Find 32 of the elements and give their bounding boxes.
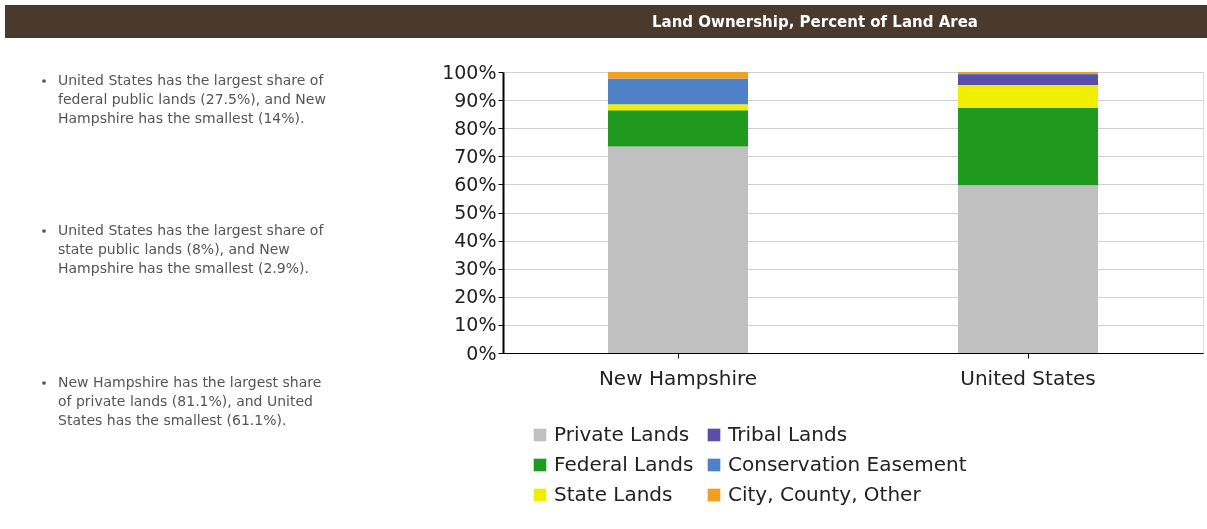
y-tick-label: 20% bbox=[454, 285, 497, 308]
y-tick-label: 10% bbox=[454, 313, 497, 336]
bar bbox=[608, 104, 748, 111]
legend-label: Federal Lands bbox=[554, 452, 694, 476]
y-tick-label: 30% bbox=[454, 257, 497, 280]
text: New Hampshire has the largest share of private lands (81.1%), and United States has the smallest (61.1%). bbox=[58, 374, 322, 428]
bar bbox=[958, 185, 1098, 353]
x-tick-label: United States bbox=[960, 365, 1096, 390]
y-tick-label: 70% bbox=[454, 144, 497, 167]
x-tick-label: New Hampshire bbox=[598, 365, 758, 390]
y-tick-label: 90% bbox=[454, 88, 497, 111]
legend-label: Tribal Lands bbox=[727, 422, 848, 446]
y-tick-label: 0% bbox=[466, 341, 497, 364]
bar bbox=[608, 78, 748, 105]
legend-label: Private Lands bbox=[554, 422, 690, 446]
y-tick-label: 50% bbox=[454, 201, 497, 223]
y-tick-label: 100% bbox=[442, 60, 497, 83]
bar bbox=[958, 107, 1098, 186]
y-tick-label: 60% bbox=[454, 172, 497, 195]
bar bbox=[608, 110, 748, 147]
y-tick-label: 40% bbox=[454, 229, 497, 252]
bar bbox=[608, 146, 748, 353]
chart-title: Land Ownership, Percent of Land Area bbox=[652, 13, 978, 31]
y-tick-label: 80% bbox=[454, 116, 497, 139]
text: United States has the largest share of state public lands (8%), and New Hampshire has the smallest (2.9%). bbox=[58, 222, 325, 276]
text: United States has the largest share of federal public lands (27.5%), and New Hampshire has the smallest (14%). bbox=[58, 72, 326, 126]
legend-label: Conservation Easement bbox=[728, 452, 967, 476]
bar bbox=[608, 72, 748, 79]
legend-label: State Lands bbox=[554, 482, 673, 506]
bar bbox=[958, 75, 1098, 85]
bar bbox=[958, 84, 1098, 108]
legend-label: City, County, Other bbox=[728, 482, 922, 506]
